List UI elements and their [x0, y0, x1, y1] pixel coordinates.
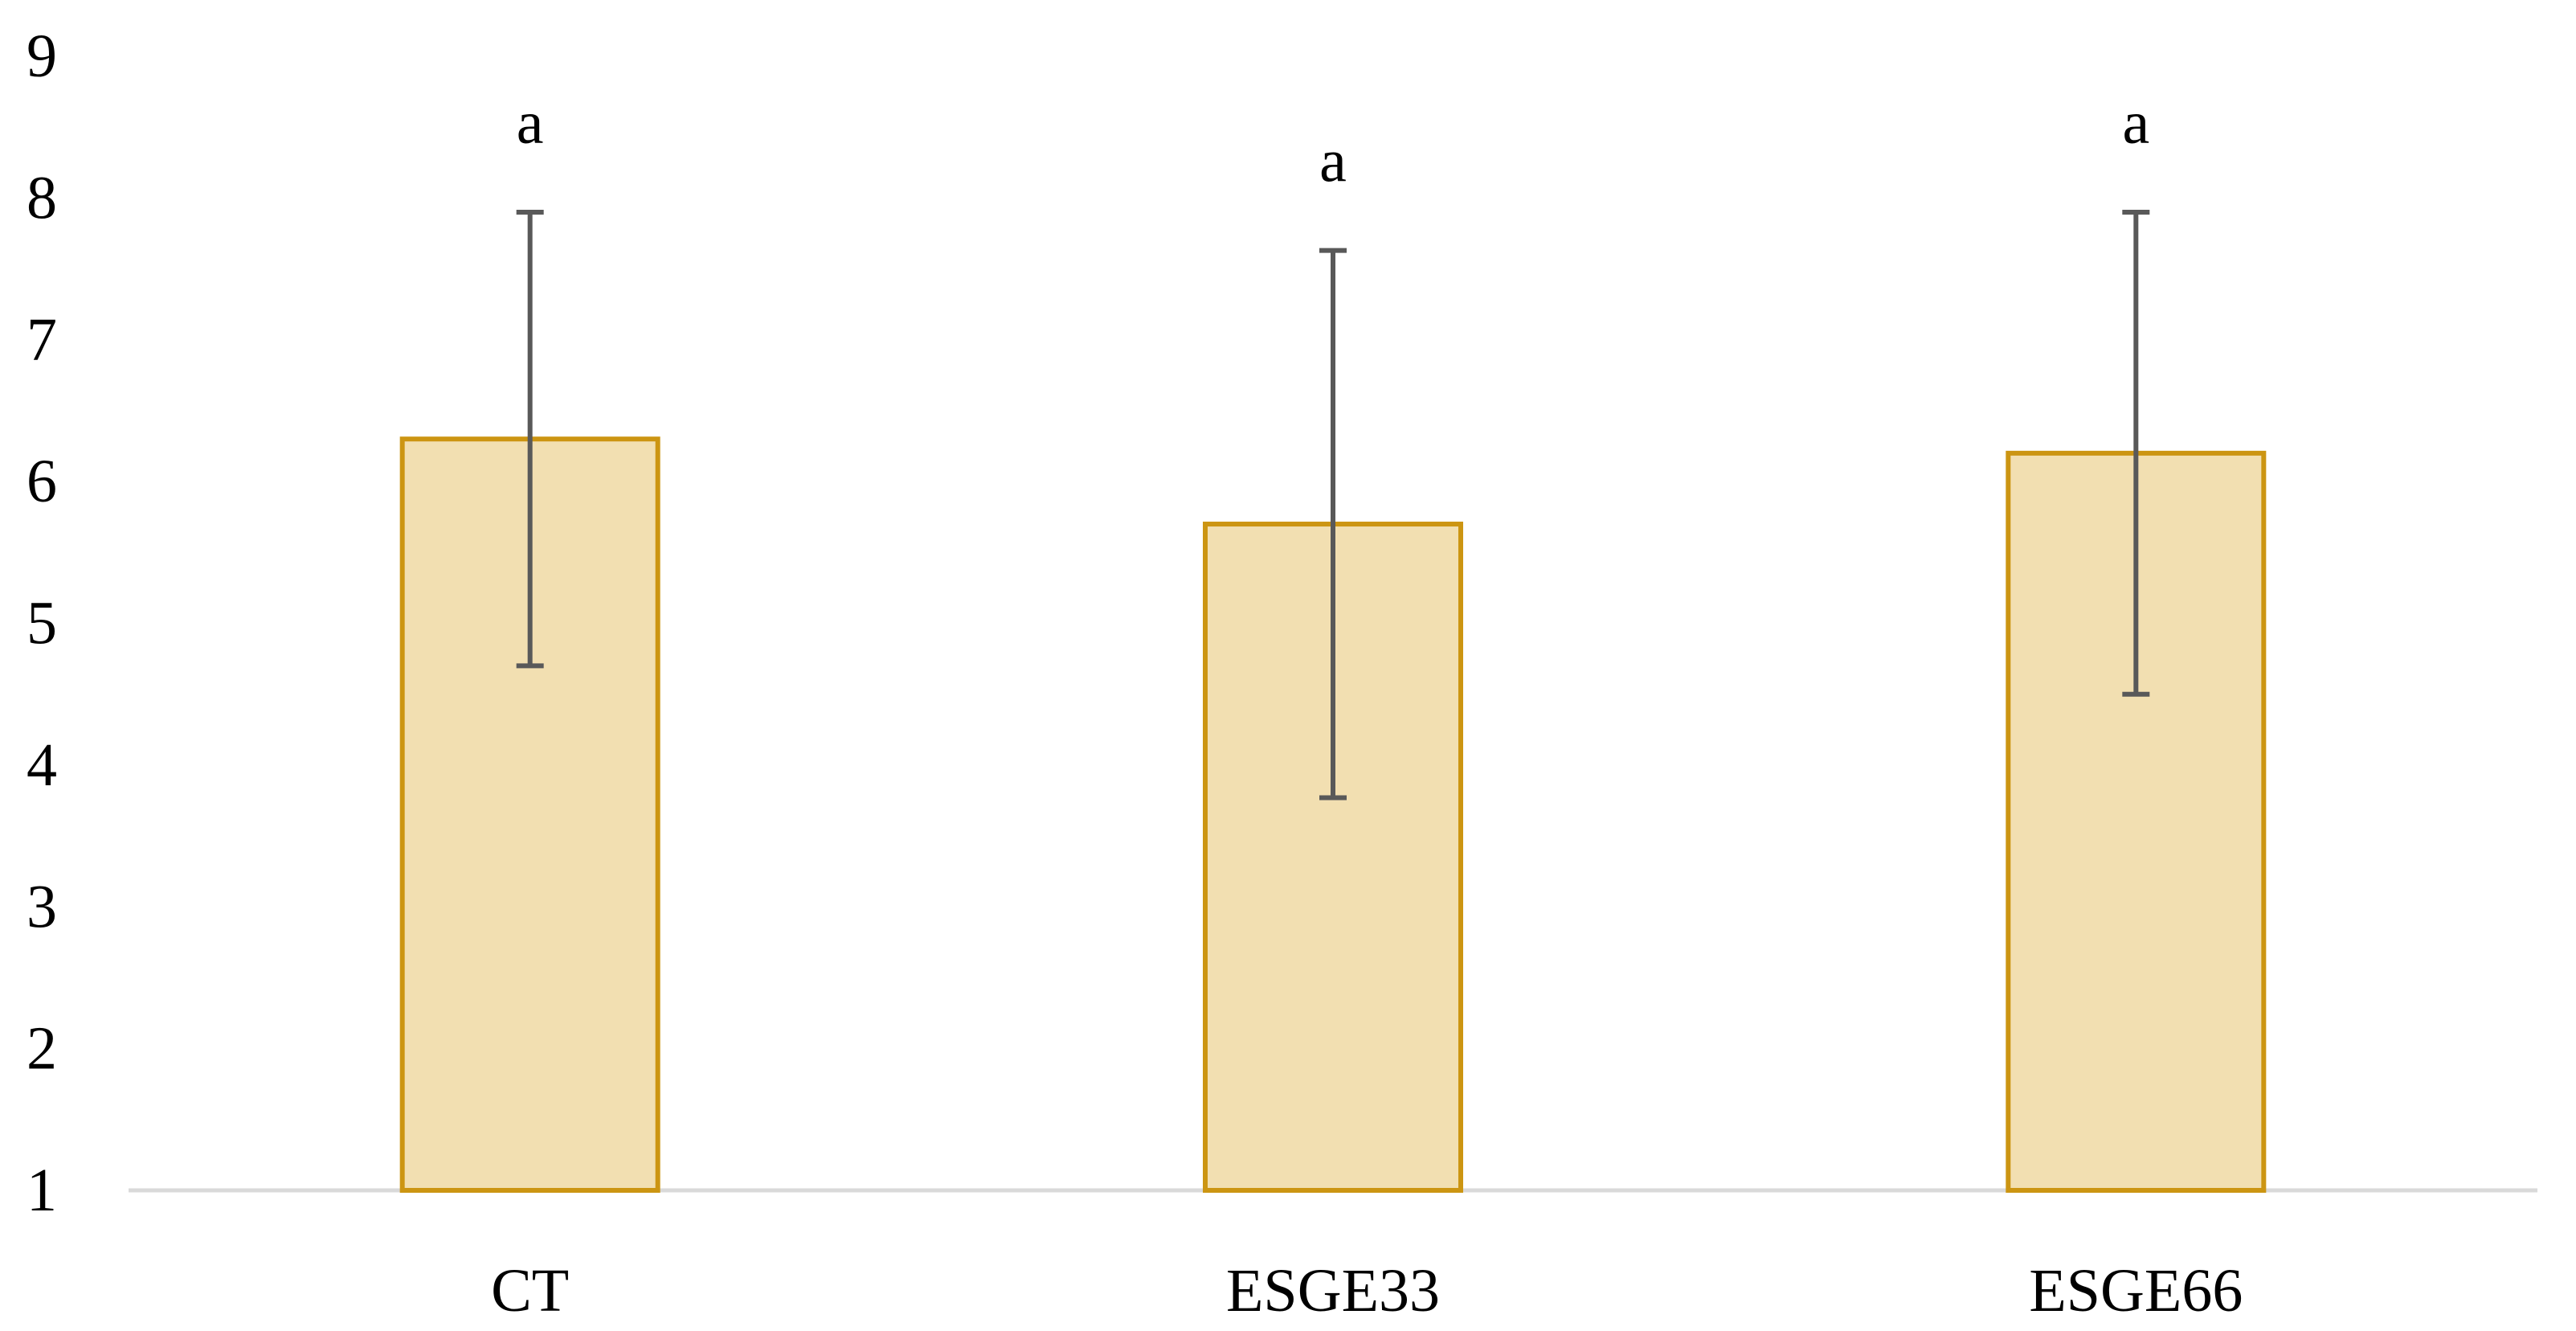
- significance-label: a: [2122, 89, 2149, 157]
- y-tick-label: 2: [27, 1015, 57, 1083]
- significance-labels: aaa: [517, 89, 2149, 195]
- significance-label: a: [517, 89, 544, 157]
- x-category-label: ESGE33: [1226, 1257, 1440, 1325]
- y-tick-label: 6: [27, 448, 57, 515]
- y-axis-ticks: 1 2 3 4 5 6 7 8 9: [27, 23, 57, 1224]
- y-tick-label: 1: [27, 1157, 57, 1224]
- y-tick-label: 8: [27, 164, 57, 231]
- x-axis-categories: CT ESGE33 ESGE66: [491, 1257, 2243, 1325]
- x-category-label: ESGE66: [2029, 1257, 2243, 1325]
- significance-label: a: [1319, 128, 1347, 195]
- y-tick-label: 4: [27, 731, 57, 799]
- y-tick-label: 7: [27, 306, 57, 374]
- y-tick-label: 3: [27, 873, 57, 940]
- y-tick-label: 9: [27, 23, 57, 90]
- x-category-label: CT: [491, 1257, 569, 1325]
- error-bars: [516, 210, 2150, 801]
- y-tick-label: 5: [27, 590, 57, 657]
